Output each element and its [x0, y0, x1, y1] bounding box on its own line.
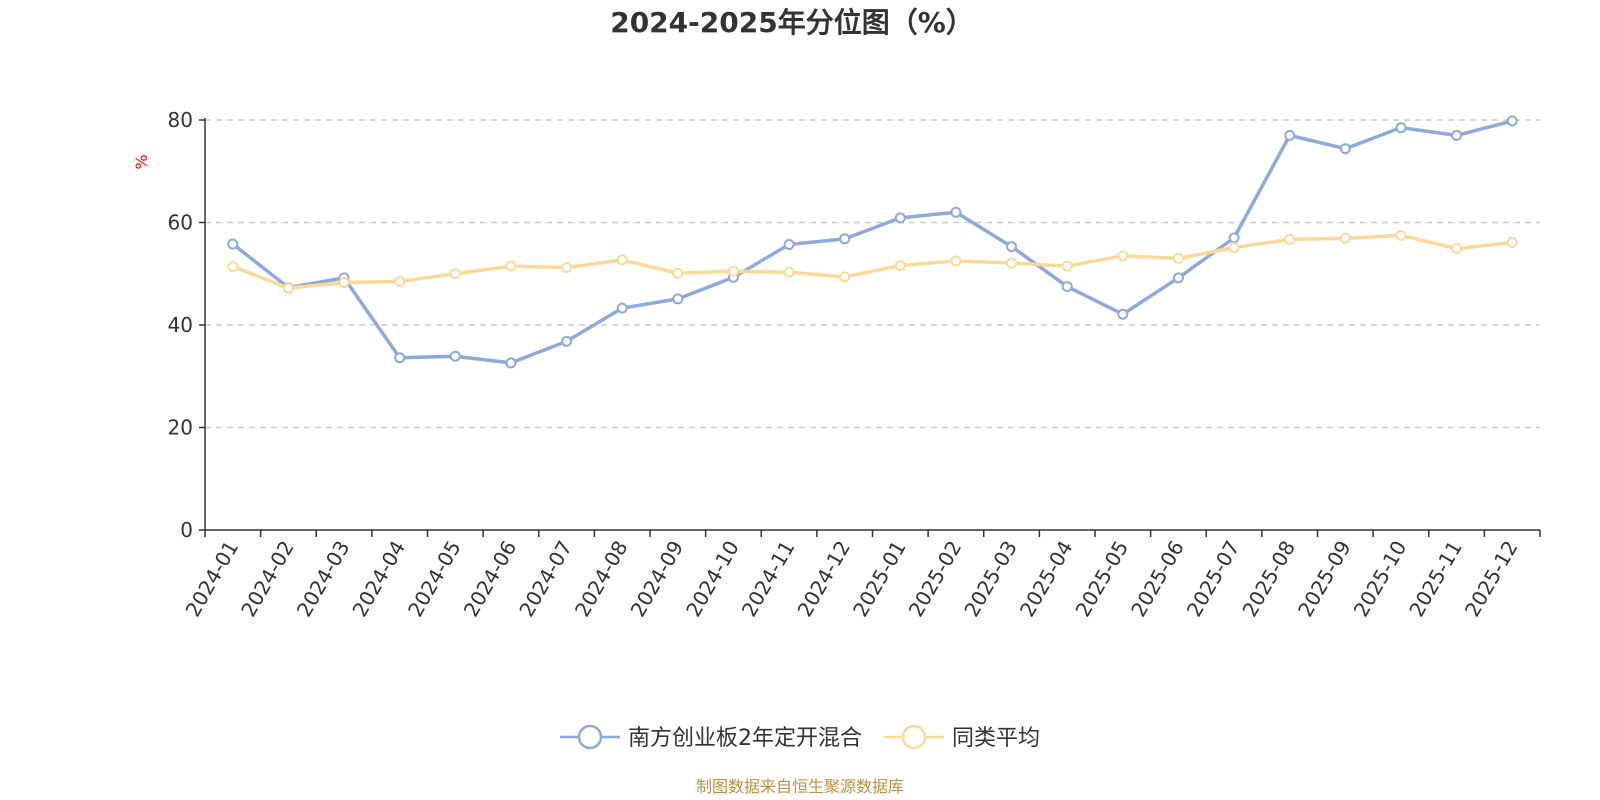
y-tick-label: 60 [168, 211, 193, 235]
grid-lines [205, 119, 1540, 429]
series-1-point [1339, 232, 1351, 244]
x-tick-label: 2024-05 [403, 537, 466, 621]
series-1-point [1172, 252, 1184, 264]
series-0-point [1339, 143, 1351, 155]
x-tick-label: 2025-03 [959, 537, 1022, 621]
x-tick-label: 2024-08 [570, 537, 633, 621]
x-tick-label: 2025-05 [1071, 537, 1134, 621]
x-tick-label: 2025-11 [1404, 537, 1467, 621]
legend-marker-icon [577, 724, 603, 750]
series-0-point [1506, 115, 1518, 127]
series-0-point [672, 293, 684, 305]
series-1-point [561, 262, 573, 274]
x-tick-label: 2024-11 [737, 537, 800, 621]
series-1-point [1395, 229, 1407, 241]
x-tick-label: 2024-10 [681, 537, 744, 621]
data-source-note: 制图数据来自恒生聚源数据库 [696, 777, 904, 796]
x-tick-label: 2024-09 [626, 537, 689, 621]
series-1-point [672, 267, 684, 279]
series-0-point [1117, 308, 1129, 320]
series-1-point [282, 282, 294, 294]
y-tick-label: 20 [168, 416, 193, 440]
x-tick-label: 2025-07 [1182, 537, 1245, 621]
y-axis-unit: % [132, 154, 151, 169]
series-1-point [394, 275, 406, 287]
x-tick-label: 2025-08 [1237, 537, 1300, 621]
series-0-point [561, 335, 573, 347]
x-tick-label: 2025-10 [1349, 537, 1412, 621]
series-0-point [394, 352, 406, 364]
x-tick-label: 2025-01 [848, 537, 911, 621]
x-tick-label: 2025-09 [1293, 537, 1356, 621]
series-1-point [727, 265, 739, 277]
legend-marker-icon [901, 724, 927, 750]
series-0-point [1228, 232, 1240, 244]
series-1-point [1451, 243, 1463, 255]
series-1-point [1061, 260, 1073, 272]
series-0-point [1006, 241, 1018, 253]
series-0-point [1172, 272, 1184, 284]
series-1-point [227, 261, 239, 273]
legend: 南方创业板2年定开混合 同类平均 [559, 724, 1040, 751]
x-tick-label: 2024-01 [181, 537, 244, 621]
x-tick-label: 2024-04 [347, 537, 410, 621]
series-1-point [783, 266, 795, 278]
series-0-point [1395, 122, 1407, 134]
x-tick-label: 2024-03 [292, 537, 355, 621]
y-tick-label: 40 [168, 313, 193, 337]
series-1-point [449, 268, 461, 280]
series-0-point [505, 357, 517, 369]
y-tick-label: 0 [180, 518, 193, 542]
series-1-point [1506, 236, 1518, 248]
legend-label[interactable]: 同类平均 [952, 726, 1040, 751]
series-0-point [1284, 129, 1296, 141]
series-1-point [894, 260, 906, 272]
legend-label[interactable]: 南方创业板2年定开混合 [628, 726, 862, 751]
x-tick-label: 2024-06 [459, 537, 522, 621]
series-1-point [1284, 233, 1296, 245]
x-tick-label: 2025-12 [1460, 537, 1523, 621]
x-tick-label: 2025-04 [1015, 537, 1078, 621]
series-line-0 [231, 119, 1514, 365]
x-tick-label: 2025-06 [1126, 537, 1189, 621]
series-0-point [950, 206, 962, 218]
series-0-point [839, 233, 851, 245]
series-0-point [616, 302, 628, 314]
x-tick-label: 2025-02 [904, 537, 967, 621]
axes: 0204060802024-012024-022024-032024-04202… [168, 108, 1541, 621]
y-tick-label: 80 [168, 108, 193, 132]
series-0-point [894, 212, 906, 224]
series-0-point [1061, 281, 1073, 293]
series-1-point [1006, 257, 1018, 269]
series-1-point [1117, 250, 1129, 262]
series-0-point [227, 238, 239, 250]
x-tick-label: 2024-12 [792, 537, 855, 621]
series-1-point [338, 276, 350, 288]
series-0-point [1451, 129, 1463, 141]
series-1-point [950, 255, 962, 267]
series-1-point [505, 260, 517, 272]
series-1-point [1228, 242, 1240, 254]
x-tick-label: 2024-02 [236, 537, 299, 621]
x-tick-label: 2024-07 [514, 537, 577, 621]
series-line-1 [231, 233, 1514, 290]
series-0-point [449, 350, 461, 362]
series-0-point [783, 239, 795, 251]
series-1-point [839, 271, 851, 283]
chart-title: 2024-2025年分位图（%） [610, 6, 974, 39]
series-lines [227, 115, 1518, 369]
series-1-point [616, 254, 628, 266]
